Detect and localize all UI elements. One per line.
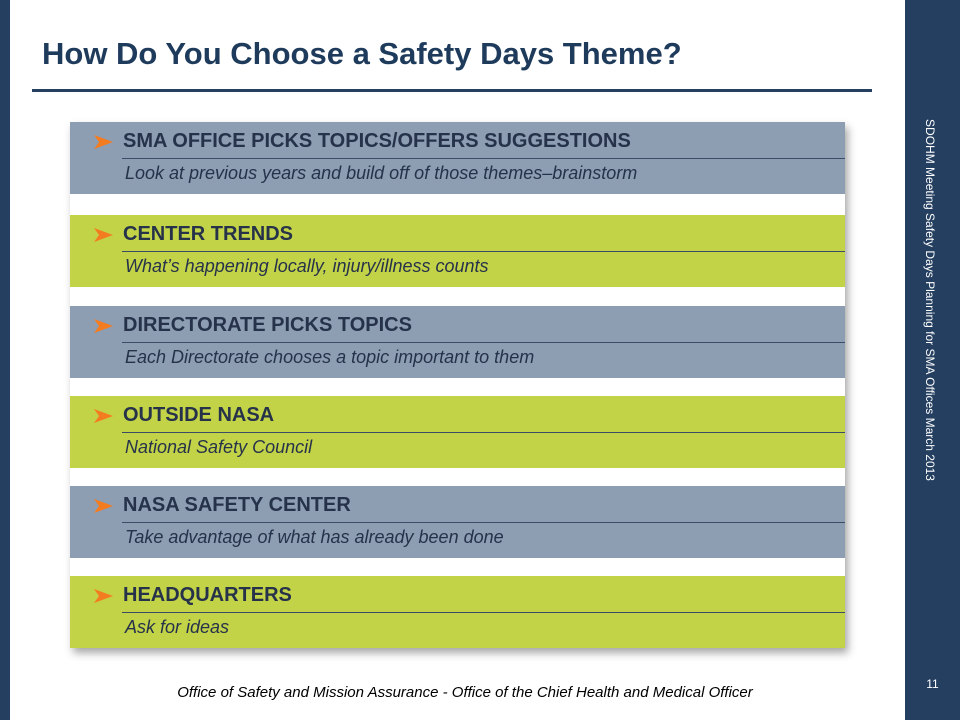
slide-title: How Do You Choose a Safety Days Theme? (42, 36, 682, 71)
arrow (94, 589, 113, 603)
item-heading: NASA SAFETY CENTER (123, 494, 351, 516)
item: SMA OFFICE PICKS TOPICS/OFFERS SUGGESTIO… (70, 122, 845, 194)
item-divider (122, 432, 845, 433)
arrow-icon (94, 318, 114, 339)
arrow-icon (94, 588, 114, 609)
left-strip (0, 0, 10, 720)
item-panel: SMA OFFICE PICKS TOPICS/OFFERS SUGGESTIO… (70, 122, 845, 648)
arrow-icon (94, 408, 114, 429)
item: CENTER TRENDS What’s happening locally, i… (70, 215, 845, 287)
item-text: Look at previous years and build off of … (125, 163, 638, 183)
sidebar-text: SDOHM Meeting Safety Days Planning for S… (923, 119, 937, 481)
item-divider (122, 251, 845, 252)
arrow-icon (94, 227, 114, 248)
arrow (94, 409, 113, 423)
title-rule (32, 89, 872, 92)
item-divider (122, 522, 845, 523)
item: HEADQUARTERS Ask for ideas (70, 576, 845, 648)
item-heading: HEADQUARTERS (123, 584, 292, 606)
item-text: National Safety Council (125, 437, 313, 457)
arrow (94, 499, 113, 513)
item: OUTSIDE NASA National Safety Council (70, 396, 845, 468)
item-divider (122, 612, 845, 613)
item-divider (122, 158, 845, 159)
item-heading: CENTER TRENDS (123, 223, 294, 245)
item-heading: SMA OFFICE PICKS TOPICS/OFFERS SUGGESTIO… (123, 130, 631, 152)
arrow (94, 135, 113, 149)
item: NASA SAFETY CENTER Take advantage of what… (70, 486, 845, 558)
arrow (94, 319, 113, 333)
item-text: What’s happening locally, injury/illness… (125, 256, 489, 276)
right-panel (905, 0, 960, 720)
arrow-icon (94, 134, 114, 155)
item-text: Take advantage of what has already been … (125, 527, 504, 547)
arrow (94, 228, 113, 242)
page-number: 11 (926, 677, 939, 691)
arrow-icon (94, 498, 114, 519)
item-heading: DIRECTORATE PICKS TOPICS (123, 314, 412, 336)
item: DIRECTORATE PICKS TOPICS Each Directorate… (70, 306, 845, 378)
item-heading: OUTSIDE NASA (123, 404, 275, 426)
item-divider (122, 342, 845, 343)
footer: Office of Safety and Mission Assurance -… (177, 684, 753, 701)
item-text: Each Directorate chooses a topic importa… (125, 347, 535, 367)
item-text: Ask for ideas (125, 617, 230, 637)
